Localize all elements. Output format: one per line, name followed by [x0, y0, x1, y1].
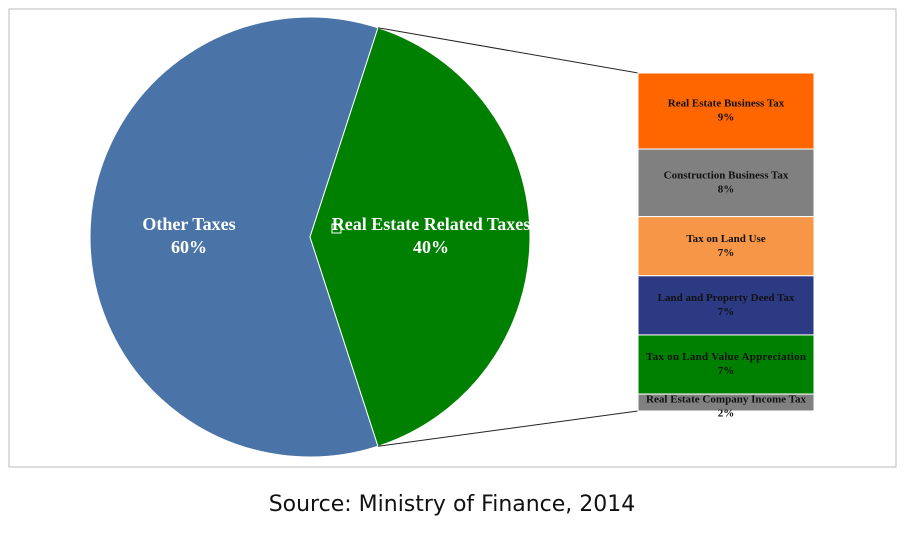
bar-label: Tax on Land Value Appreciation: [646, 351, 806, 363]
connector: [377, 410, 639, 447]
bar-segment: [637, 72, 815, 150]
pie-label: Real Estate Related Taxes: [332, 214, 530, 234]
pie-slice: [89, 16, 379, 458]
connector: [377, 27, 639, 74]
bar-value-label: 8%: [718, 183, 735, 195]
bar-segment: [637, 393, 815, 412]
bar-label: Real Estate Company Income Tax: [646, 394, 807, 406]
bar-segment: [637, 148, 815, 218]
pie-value-label: 40%: [413, 237, 449, 257]
pie-label: Other Taxes: [142, 214, 235, 234]
bar-value-label: 9%: [718, 112, 735, 124]
pie-value-label: 60%: [171, 237, 207, 257]
pie-slice: [309, 27, 531, 447]
bar-value-label: 7%: [718, 247, 735, 259]
bar-value-label: 7%: [718, 365, 735, 377]
source-caption: Source: Ministry of Finance, 2014: [269, 492, 636, 517]
bar-segment: [637, 334, 815, 395]
bar-segment: [637, 216, 815, 277]
marker: [331, 223, 342, 234]
bar-value-label: 2%: [718, 408, 735, 420]
bar-label: Construction Business Tax: [664, 169, 789, 181]
bar-label: Land and Property Deed Tax: [658, 292, 795, 304]
bar-label: Tax on Land Use: [686, 233, 765, 245]
bar-label: Real Estate Business Tax: [668, 98, 785, 110]
bar-value-label: 7%: [718, 306, 735, 318]
